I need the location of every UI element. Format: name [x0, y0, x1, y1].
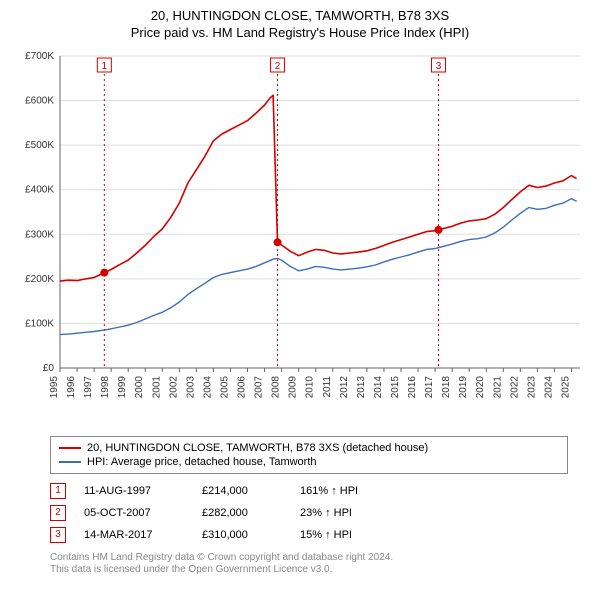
svg-text:3: 3 — [436, 61, 442, 72]
chart-title: 20, HUNTINGDON CLOSE, TAMWORTH, B78 3XS … — [12, 8, 588, 42]
svg-text:2006: 2006 — [237, 375, 248, 398]
svg-text:2016: 2016 — [407, 375, 418, 398]
title-line-1: 20, HUNTINGDON CLOSE, TAMWORTH, B78 3XS — [12, 8, 588, 25]
line-chart-svg: £0 £100K £200K £300K £400K £500K £600K £700K 199… — [12, 48, 588, 428]
svg-text:2005: 2005 — [219, 375, 230, 398]
svg-text:2014: 2014 — [373, 375, 384, 398]
legend-item: 20, HUNTINGDON CLOSE, TAMWORTH, B78 3XS … — [59, 441, 559, 455]
svg-text:2012: 2012 — [339, 375, 350, 398]
sale-marker-number: 3 — [50, 527, 66, 543]
sale-row: 2 05-OCT-2007 £282,000 23% ↑ HPI — [50, 502, 568, 524]
sale-date: 05-OCT-2007 — [84, 507, 184, 519]
svg-text:2008: 2008 — [271, 375, 282, 398]
svg-text:2003: 2003 — [185, 375, 196, 398]
sale-date: 14-MAR-2017 — [84, 529, 184, 541]
sale-hpi-delta: 161% ↑ HPI — [300, 485, 390, 497]
sale-hpi-delta: 23% ↑ HPI — [300, 507, 390, 519]
svg-text:1996: 1996 — [66, 375, 77, 398]
svg-text:2018: 2018 — [441, 375, 452, 398]
svg-text:2024: 2024 — [543, 375, 554, 398]
svg-text:2022: 2022 — [509, 375, 520, 398]
footnote-line-2: This data is licensed under the Open Gov… — [50, 564, 568, 577]
sale-row: 3 14-MAR-2017 £310,000 15% ↑ HPI — [50, 524, 568, 546]
svg-text:2: 2 — [275, 61, 281, 72]
svg-text:1999: 1999 — [117, 375, 128, 398]
svg-text:2009: 2009 — [288, 375, 299, 398]
svg-text:2023: 2023 — [526, 375, 537, 398]
svg-text:£100K: £100K — [25, 318, 54, 329]
svg-text:2021: 2021 — [492, 375, 503, 398]
svg-text:1: 1 — [102, 61, 108, 72]
svg-text:1997: 1997 — [83, 375, 94, 398]
legend-swatch — [59, 447, 81, 449]
sale-marker-number: 1 — [50, 483, 66, 499]
sale-price: £282,000 — [202, 507, 282, 519]
legend-swatch — [59, 461, 81, 463]
svg-text:2013: 2013 — [356, 375, 367, 398]
sales-table: 1 11-AUG-1997 £214,000 161% ↑ HPI 2 05-OCT-20… — [50, 480, 568, 546]
sale-price: £214,000 — [202, 485, 282, 497]
svg-text:2017: 2017 — [424, 375, 435, 398]
svg-text:£0: £0 — [43, 363, 55, 374]
svg-text:2019: 2019 — [458, 375, 469, 398]
svg-text:2010: 2010 — [305, 375, 316, 398]
svg-text:2025: 2025 — [560, 375, 571, 398]
legend: 20, HUNTINGDON CLOSE, TAMWORTH, B78 3XS … — [50, 436, 568, 474]
sale-date: 11-AUG-1997 — [84, 485, 184, 497]
svg-text:2015: 2015 — [390, 375, 401, 398]
sale-hpi-delta: 15% ↑ HPI — [300, 529, 390, 541]
footnote-line-1: Contains HM Land Registry data © Crown c… — [50, 552, 568, 565]
svg-text:£700K: £700K — [25, 51, 54, 62]
legend-item: HPI: Average price, detached house, Tamw… — [59, 455, 559, 469]
footnote: Contains HM Land Registry data © Crown c… — [50, 552, 568, 577]
sale-price: £310,000 — [202, 529, 282, 541]
chart-plot-area: £0 £100K £200K £300K £400K £500K £600K £700K 199… — [12, 48, 588, 428]
svg-text:£400K: £400K — [25, 184, 54, 195]
svg-text:£600K: £600K — [25, 95, 54, 106]
svg-text:2007: 2007 — [254, 375, 265, 398]
svg-text:2020: 2020 — [475, 375, 486, 398]
svg-text:£200K: £200K — [25, 274, 54, 285]
svg-text:£500K: £500K — [25, 140, 54, 151]
svg-text:2000: 2000 — [134, 375, 145, 398]
svg-text:2002: 2002 — [168, 375, 179, 398]
legend-label: 20, HUNTINGDON CLOSE, TAMWORTH, B78 3XS … — [87, 442, 428, 454]
svg-text:2001: 2001 — [151, 375, 162, 398]
svg-text:2011: 2011 — [322, 375, 333, 397]
svg-text:1998: 1998 — [100, 375, 111, 398]
chart-container: 20, HUNTINGDON CLOSE, TAMWORTH, B78 3XS … — [0, 0, 600, 585]
svg-text:£300K: £300K — [25, 229, 54, 240]
sale-row: 1 11-AUG-1997 £214,000 161% ↑ HPI — [50, 480, 568, 502]
svg-text:2004: 2004 — [202, 375, 213, 398]
legend-label: HPI: Average price, detached house, Tamw… — [87, 456, 317, 468]
svg-text:1995: 1995 — [49, 375, 60, 398]
sale-marker-number: 2 — [50, 505, 66, 521]
title-line-2: Price paid vs. HM Land Registry's House … — [12, 25, 588, 42]
